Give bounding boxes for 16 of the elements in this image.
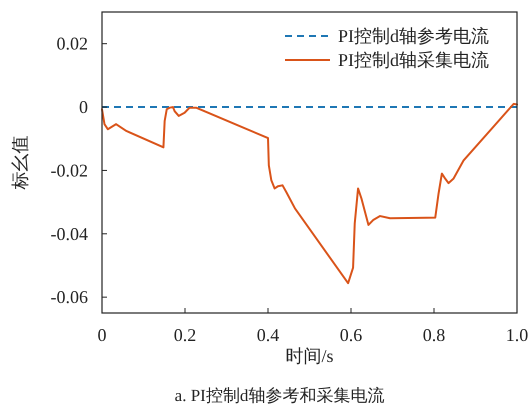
x-tick-label: 0.2 <box>174 325 196 345</box>
y-tick-label: -0.06 <box>50 287 88 308</box>
y-tick-label: 0.02 <box>56 34 88 54</box>
y-tick-label: -0.02 <box>50 160 88 180</box>
text: a. PI控制d轴参考和采集电流 <box>174 386 384 405</box>
y-tick-label: -0.04 <box>50 224 88 244</box>
x-tick-label: 0.8 <box>422 325 446 345</box>
y-axis-title: 标幺值 <box>10 136 30 190</box>
legend-label: PI控制d轴采集电流 <box>338 50 490 70</box>
y-tick-label: 0 <box>79 97 88 118</box>
x-tick-label: 0.4 <box>256 325 280 345</box>
x-tick-label: 0.6 <box>340 325 362 345</box>
x-axis-title: 时间/s <box>285 346 334 366</box>
legend-label: PI控制d轴参考电流 <box>338 26 490 46</box>
x-tick-label: 1.0 <box>506 325 528 345</box>
x-tick-label: 0 <box>98 325 106 345</box>
